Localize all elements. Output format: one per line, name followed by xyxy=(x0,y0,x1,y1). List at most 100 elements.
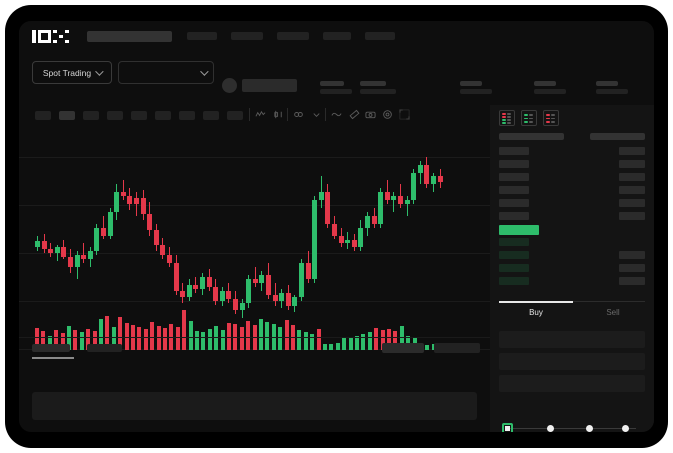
orderbook-row-bid[interactable] xyxy=(499,277,529,285)
nav-item-4[interactable] xyxy=(323,32,351,40)
volume-bar xyxy=(169,323,174,350)
orderbook-row-size xyxy=(619,186,645,194)
volume-bar xyxy=(163,327,167,350)
timeframe-8[interactable] xyxy=(203,111,219,120)
step-marker-3[interactable] xyxy=(586,425,593,432)
step-marker-active[interactable] xyxy=(502,423,513,432)
orderbook-layout-toggles xyxy=(499,110,559,126)
orderbook-asks-icon[interactable] xyxy=(543,110,559,126)
chevron-down-icon[interactable] xyxy=(311,109,322,120)
nav-item-5[interactable] xyxy=(365,32,395,40)
order-panel: Buy Sell xyxy=(490,105,654,432)
volume-bar xyxy=(393,331,398,350)
volume-bar xyxy=(86,328,91,350)
volume-bar xyxy=(355,336,359,350)
orderbook-row-ask[interactable] xyxy=(499,212,529,220)
volume-bar xyxy=(342,336,347,350)
tab-sell[interactable]: Sell xyxy=(606,308,620,317)
settings-icon[interactable] xyxy=(382,109,393,120)
tab-buy[interactable]: Buy xyxy=(529,308,543,317)
orderbook-row-size xyxy=(619,264,645,272)
volume-bar xyxy=(124,323,129,350)
trading-subbar: Spot Trading xyxy=(19,53,654,91)
logo-col-c xyxy=(65,30,69,43)
volume-bar xyxy=(111,326,116,350)
nav-item-2[interactable] xyxy=(231,32,263,40)
bottom-content-panel xyxy=(32,392,477,420)
fullscreen-icon[interactable] xyxy=(399,109,410,120)
stat-high xyxy=(360,81,396,94)
market-type-selector[interactable]: Spot Trading xyxy=(32,61,112,84)
step-marker-4[interactable] xyxy=(622,425,630,432)
volume-bar xyxy=(367,332,372,350)
candlestick-icon[interactable] xyxy=(273,109,284,120)
bottom-tab-order-history[interactable] xyxy=(87,344,122,352)
timeframe-9[interactable] xyxy=(227,111,243,120)
volume-bar xyxy=(323,343,327,350)
order-steps xyxy=(502,423,642,432)
nav-item-1[interactable] xyxy=(187,32,217,40)
orderbook-both-icon[interactable] xyxy=(499,110,515,126)
orderbook-row-bid[interactable] xyxy=(499,264,529,272)
volume-bar xyxy=(431,344,436,350)
okx-logo[interactable] xyxy=(32,30,76,43)
volume-bar xyxy=(47,336,52,350)
volume-bar xyxy=(265,322,270,350)
indicator-icon[interactable] xyxy=(293,109,304,120)
orderbook-row-size xyxy=(619,173,645,181)
order-total-field[interactable] xyxy=(499,375,645,392)
orderbook-row-ask[interactable] xyxy=(499,147,529,155)
volume-bar xyxy=(118,316,123,350)
orderbook-bids-icon[interactable] xyxy=(521,110,537,126)
orderbook-row-ask[interactable] xyxy=(499,160,529,168)
stat-low xyxy=(460,81,492,94)
search-input[interactable] xyxy=(87,31,172,42)
timeframe-4[interactable] xyxy=(107,111,123,120)
bottom-action-1[interactable] xyxy=(382,343,424,353)
volume-bar xyxy=(284,320,289,350)
order-price-field[interactable] xyxy=(499,331,645,348)
orderbook-row-ask[interactable] xyxy=(499,173,529,181)
trade-side-tabs: Buy Sell xyxy=(490,301,654,327)
wave-icon[interactable] xyxy=(331,109,342,120)
volume-bar xyxy=(297,330,302,350)
bottom-action-2[interactable] xyxy=(434,343,480,353)
ruler-icon[interactable] xyxy=(349,109,360,120)
timeframe-5[interactable] xyxy=(131,111,147,120)
step-marker-2[interactable] xyxy=(546,425,554,432)
volume-bar xyxy=(54,329,59,350)
orderbook-row-bid[interactable] xyxy=(499,238,529,246)
trading-pair-selector[interactable] xyxy=(118,61,214,84)
timeframe-1[interactable] xyxy=(35,111,51,120)
bottom-tab-open-orders[interactable] xyxy=(32,344,70,352)
orderbook-row-ask[interactable] xyxy=(499,186,529,194)
orderbook-row-size xyxy=(619,251,645,259)
coin-avatar xyxy=(222,78,237,93)
orderbook-row-bid[interactable] xyxy=(499,251,529,259)
orderbook-row-ask[interactable] xyxy=(499,199,529,207)
timeframe-3[interactable] xyxy=(83,111,99,120)
orderbook-header-left xyxy=(499,133,564,140)
orderbook-row-highlight[interactable] xyxy=(499,225,539,235)
orderbook-row-size xyxy=(619,160,645,168)
volume-bar xyxy=(41,331,46,350)
nav-item-3[interactable] xyxy=(277,32,309,40)
volume-bar xyxy=(303,332,308,350)
gridline xyxy=(19,205,493,206)
step-connector xyxy=(508,428,636,429)
stat-volume-quote xyxy=(596,81,628,94)
gridline xyxy=(19,157,493,158)
line-chart-icon[interactable] xyxy=(255,109,266,120)
camera-icon[interactable] xyxy=(365,109,376,120)
order-amount-field[interactable] xyxy=(499,353,645,370)
gridline xyxy=(19,301,493,302)
market-type-label: Spot Trading xyxy=(42,67,92,78)
bottom-separator xyxy=(19,337,490,338)
timeframe-7[interactable] xyxy=(179,111,195,120)
price-chart[interactable] xyxy=(19,127,493,362)
chart-toolbar xyxy=(19,105,654,127)
timeframe-6[interactable] xyxy=(155,111,171,120)
orderbook-row-size xyxy=(619,199,645,207)
timeframe-2[interactable] xyxy=(59,111,75,120)
volume-bar xyxy=(60,333,65,350)
